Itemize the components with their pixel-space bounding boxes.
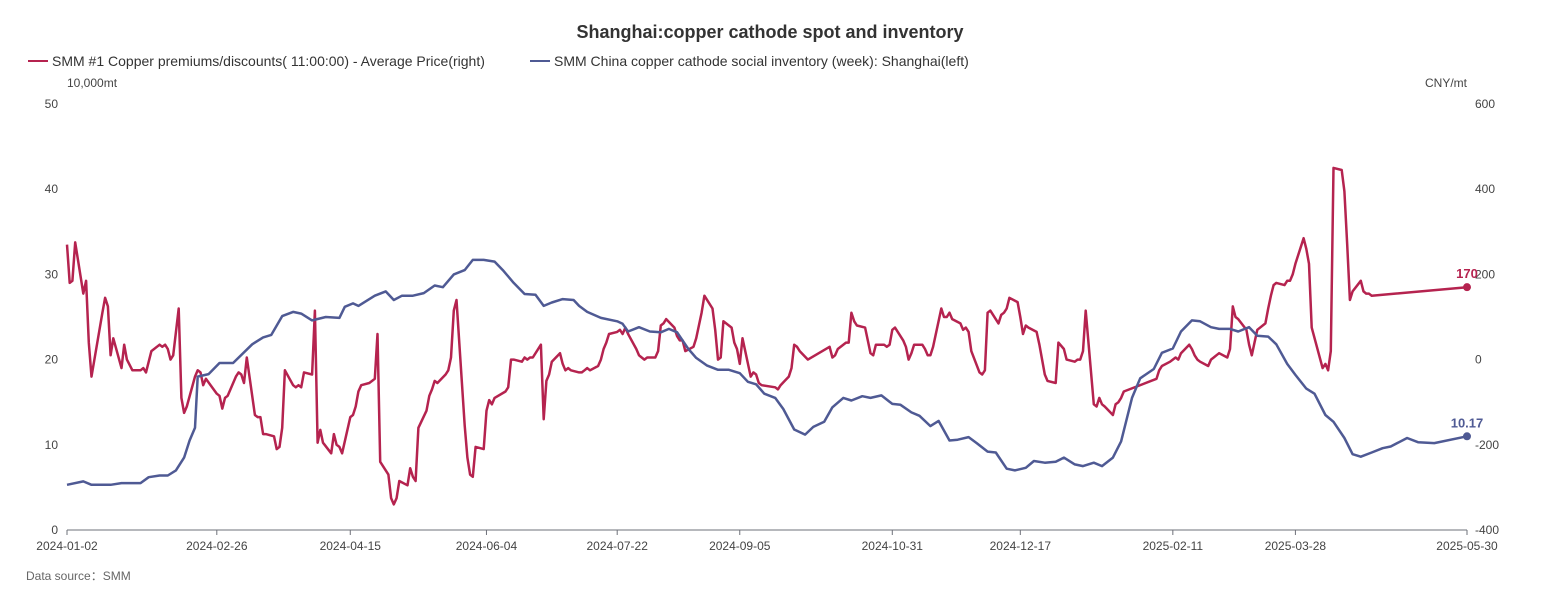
end-point-inventory[interactable] (1463, 432, 1471, 441)
left-axis-unit: 10,000mt (67, 76, 118, 90)
chart-title: Shanghai:copper cathode spot and invento… (576, 22, 963, 42)
left-tick-label: 0 (51, 523, 58, 537)
left-tick-label: 40 (45, 182, 59, 196)
x-tick-label: 2025-05-30 (1436, 539, 1498, 553)
right-tick-label: 0 (1475, 353, 1482, 367)
left-tick-label: 30 (45, 267, 59, 281)
x-tick-label: 2024-10-31 (862, 539, 924, 553)
right-tick-label: -400 (1475, 523, 1499, 537)
x-tick-label: 2024-01-02 (36, 539, 98, 553)
left-tick-label: 10 (45, 438, 59, 452)
legend-label-premium: SMM #1 Copper premiums/discounts( 11:00:… (52, 53, 485, 69)
x-tick-label: 2024-07-22 (586, 539, 648, 553)
right-tick-label: 600 (1475, 97, 1495, 111)
right-tick-label: -200 (1475, 438, 1499, 452)
left-tick-label: 50 (45, 97, 59, 111)
end-label-premium: 170 (1456, 266, 1478, 281)
legend-item-inventory[interactable]: SMM China copper cathode social inventor… (530, 53, 969, 69)
x-tick-label: 2024-04-15 (320, 539, 382, 553)
right-axis-unit: CNY/mt (1425, 76, 1468, 90)
right-tick-label: 400 (1475, 182, 1495, 196)
left-axis-ticks: 0 10 20 30 40 50 (45, 97, 59, 537)
end-label-inventory: 10.17 (1451, 415, 1484, 430)
right-axis-ticks: -400 -200 0 200 400 600 (1475, 97, 1499, 537)
x-tick-label: 2025-03-28 (1265, 539, 1327, 553)
legend: SMM #1 Copper premiums/discounts( 11:00:… (28, 53, 969, 69)
end-point-premium[interactable] (1463, 283, 1471, 292)
series-line-inventory[interactable] (66, 258, 1468, 487)
right-tick-label: 200 (1475, 267, 1495, 281)
x-tick-label: 2025-02-11 (1143, 539, 1204, 553)
x-tick-label: 2024-09-05 (709, 539, 771, 553)
legend-label-inventory: SMM China copper cathode social inventor… (554, 53, 969, 69)
series-layer: 170 10.17 (65, 166, 1484, 506)
data-source: Data source：SMM (26, 569, 131, 583)
x-tick-label: 2024-12-17 (990, 539, 1052, 553)
series-line-premium[interactable] (65, 166, 1468, 506)
left-tick-label: 20 (45, 353, 59, 367)
legend-item-premium[interactable]: SMM #1 Copper premiums/discounts( 11:00:… (28, 53, 485, 69)
x-axis-ticks: 2024-01-02 2024-02-26 2024-04-15 2024-06-04… (36, 530, 1498, 553)
x-tick-label: 2024-06-04 (456, 539, 518, 553)
x-tick-label: 2024-02-26 (186, 539, 248, 553)
